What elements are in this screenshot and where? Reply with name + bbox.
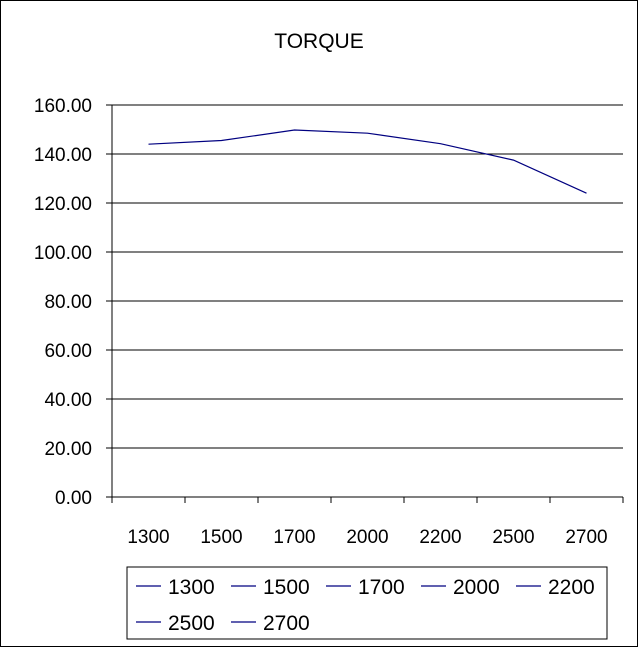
legend-label: 1300 bbox=[168, 576, 215, 599]
series-lines bbox=[148, 129, 587, 194]
x-axis-tick-labels: 1300 1500 1700 2000 2200 2500 2700 bbox=[127, 527, 607, 548]
y-tick-label: 20.00 bbox=[44, 439, 92, 460]
legend-label: 2700 bbox=[263, 612, 310, 635]
x-tick-label: 1500 bbox=[200, 527, 242, 548]
y-tick-label: 0.00 bbox=[55, 488, 92, 509]
chart-title: TORQUE bbox=[274, 30, 363, 53]
y-axis-tick-labels: 0.00 20.00 40.00 60.00 80.00 100.00 120.00 140.… bbox=[34, 96, 92, 509]
x-tick-label: 2700 bbox=[565, 527, 607, 548]
x-tick-label: 2200 bbox=[419, 527, 461, 548]
x-tick-label: 1300 bbox=[127, 527, 169, 548]
legend-item: 1300 bbox=[136, 576, 215, 599]
legend-label: 2200 bbox=[548, 576, 595, 599]
legend-item: 1700 bbox=[326, 576, 405, 599]
y-tick-label: 40.00 bbox=[44, 390, 92, 411]
y-tick-label: 120.00 bbox=[34, 194, 92, 215]
y-tick-label: 100.00 bbox=[34, 243, 92, 264]
legend-item: 2700 bbox=[231, 612, 310, 635]
y-tick-label: 160.00 bbox=[34, 96, 92, 117]
y-tick-label: 140.00 bbox=[34, 145, 92, 166]
legend-label: 2500 bbox=[168, 612, 215, 635]
gridlines bbox=[112, 104, 623, 449]
x-tick-label: 2500 bbox=[492, 527, 534, 548]
legend-item: 1500 bbox=[231, 576, 310, 599]
y-tick-label: 60.00 bbox=[44, 341, 92, 362]
legend-item: 2000 bbox=[421, 576, 500, 599]
legend-item: 2500 bbox=[136, 612, 215, 635]
legend-label: 1500 bbox=[263, 576, 310, 599]
x-tick-label: 1700 bbox=[273, 527, 315, 548]
legend-label: 2000 bbox=[453, 576, 500, 599]
torque-series-line bbox=[148, 129, 587, 194]
legend-label: 1700 bbox=[358, 576, 405, 599]
y-tick-label: 80.00 bbox=[44, 292, 92, 313]
legend-item: 2200 bbox=[516, 576, 595, 599]
axes bbox=[106, 104, 624, 503]
legend: 1300 1500 1700 2000 2200 2500 2700 bbox=[126, 566, 608, 640]
legend-box bbox=[126, 566, 608, 640]
x-tick-label: 2000 bbox=[346, 527, 388, 548]
